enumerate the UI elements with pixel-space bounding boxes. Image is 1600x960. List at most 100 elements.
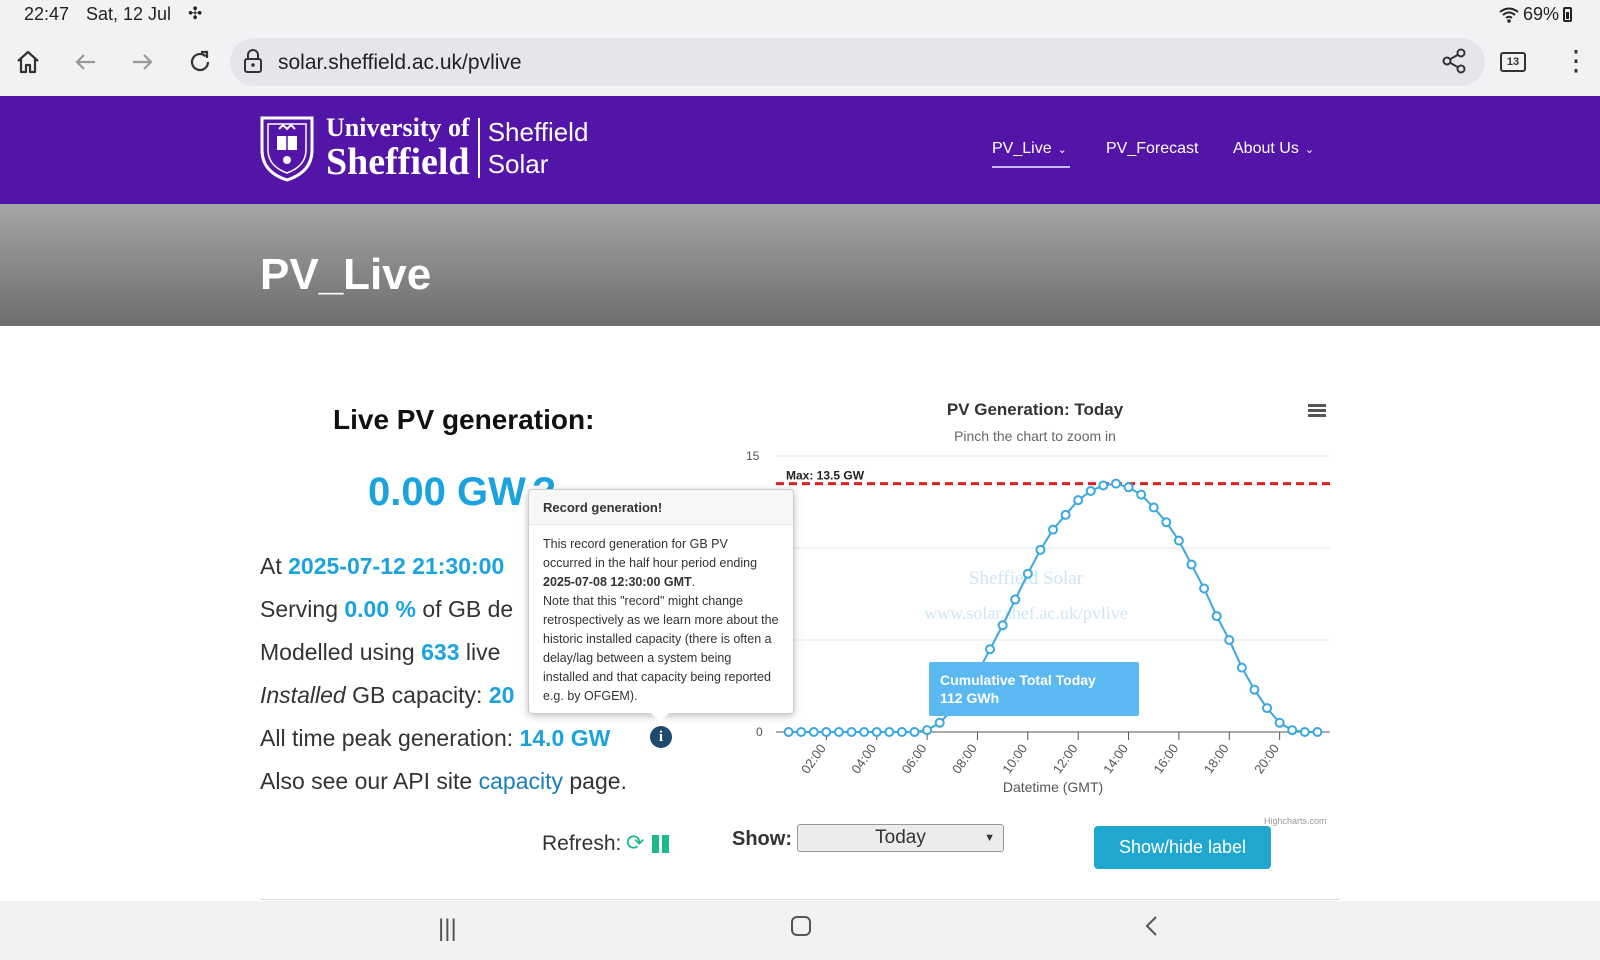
show-selected: Today xyxy=(875,827,926,848)
chart-plot: 15 0 02:00 04:00 06:00 08:00 10:00 12:00 14:00 16… xyxy=(746,449,1330,795)
home-nav-icon[interactable] xyxy=(790,915,812,944)
x-tick-label: 04:00 xyxy=(848,741,879,776)
address-bar[interactable]: solar.sheffield.ac.uk/pvlive xyxy=(230,38,1485,86)
nav-pv-live[interactable]: PV_Live ⌄ xyxy=(992,140,1067,158)
lock-icon xyxy=(242,47,264,80)
nav-about-us[interactable]: About Us ⌄ xyxy=(1233,140,1314,158)
data-point xyxy=(896,727,907,737)
peak-line: All time peak generation: 14.0 GW xyxy=(260,725,610,752)
data-point xyxy=(796,727,807,737)
fan-icon: ✣ xyxy=(188,4,203,23)
x-tick-label: 18:00 xyxy=(1201,741,1232,776)
battery-percent: 69% xyxy=(1522,4,1559,24)
university-name: University of Sheffield xyxy=(326,115,470,183)
logo-subtitle: Sheffield Solar xyxy=(488,116,589,180)
data-point xyxy=(1098,480,1109,491)
data-point xyxy=(1312,727,1323,737)
data-point xyxy=(985,644,996,655)
show-select[interactable]: Today ▼ xyxy=(797,824,1004,852)
data-point xyxy=(1148,502,1159,513)
page-title: PV_Live xyxy=(260,250,432,299)
current-gw-value: 0.00 GW xyxy=(368,470,526,514)
home-icon[interactable] xyxy=(8,42,48,82)
status-time: 22:47 xyxy=(24,4,70,24)
battery-icon xyxy=(1563,7,1572,22)
nav-pv-live-label: PV_Live xyxy=(992,140,1052,157)
data-point xyxy=(1299,727,1310,737)
data-point xyxy=(846,727,857,737)
refresh-icon[interactable]: ⟳ xyxy=(626,830,645,855)
x-tick-label: 12:00 xyxy=(1050,741,1081,776)
tabs-button[interactable]: 13 xyxy=(1500,52,1526,72)
reload-icon[interactable] xyxy=(180,42,220,82)
pause-icon[interactable] xyxy=(652,835,670,853)
x-tick-label: 16:00 xyxy=(1150,741,1181,776)
modelled-label: Modelled using xyxy=(260,639,415,665)
installed-label: GB capacity: xyxy=(352,682,483,708)
nav-active-underline xyxy=(992,166,1070,168)
data-point xyxy=(1085,485,1096,496)
data-point xyxy=(833,727,844,737)
data-point xyxy=(1173,535,1184,546)
data-point xyxy=(1249,684,1260,695)
peak-label: All time peak generation: xyxy=(260,725,514,751)
recents-icon[interactable]: ||| xyxy=(438,915,457,942)
x-tick-label: 02:00 xyxy=(798,741,829,776)
data-point xyxy=(997,620,1008,631)
data-point xyxy=(1048,524,1058,535)
logo-sub-1: Sheffield xyxy=(487,117,589,147)
forward-icon[interactable] xyxy=(122,42,162,82)
capacity-link[interactable]: capacity xyxy=(478,768,563,794)
x-tick-label: 08:00 xyxy=(949,741,980,776)
max-line-label: Max: 13.5 GW xyxy=(786,469,865,483)
data-point xyxy=(1236,662,1247,673)
tooltip-body-3: Note that this "record" might change ret… xyxy=(543,594,779,703)
data-point xyxy=(1010,594,1021,605)
chart-credits[interactable]: Highcharts.com xyxy=(1264,816,1327,826)
chevron-down-icon: ⌄ xyxy=(1057,144,1067,156)
data-point xyxy=(1199,583,1210,594)
current-generation: 0.00 GW? xyxy=(368,470,562,515)
refresh-label: Refresh: xyxy=(542,832,622,855)
serving-label: Serving xyxy=(260,596,338,622)
api-suffix: page. xyxy=(569,768,627,794)
watermark-url: www.solar.shef.ac.uk/pvlive xyxy=(924,603,1128,623)
data-point xyxy=(808,727,819,737)
data-point xyxy=(1211,611,1222,622)
installed-line: Installed GB capacity: 20 xyxy=(260,682,514,709)
chart-menu-icon[interactable] xyxy=(1308,404,1326,418)
browser-toolbar: solar.sheffield.ac.uk/pvlive 13 ⋮ xyxy=(0,30,1600,96)
tooltip-body: This record generation for GB PV occurre… xyxy=(529,525,793,716)
chart-title: PV Generation: Today xyxy=(946,400,1124,419)
show-hide-label-button[interactable]: Show/hide label xyxy=(1094,826,1271,869)
x-axis-title: Datetime (GMT) xyxy=(1003,779,1103,795)
url-text[interactable]: solar.sheffield.ac.uk/pvlive xyxy=(278,51,522,74)
api-prefix: Also see our API site xyxy=(260,768,473,794)
data-point xyxy=(1287,725,1298,736)
back-icon[interactable] xyxy=(66,42,106,82)
cumulative-label-box xyxy=(929,662,1139,716)
chevron-down-icon: ⌄ xyxy=(1304,144,1315,156)
x-tick-label: 14:00 xyxy=(1100,741,1131,776)
x-tick-label: 10:00 xyxy=(999,741,1030,776)
wifi-icon xyxy=(1499,7,1519,23)
tooltip-body-1: This record generation for GB PV occurre… xyxy=(543,537,758,570)
y-tick-label: 15 xyxy=(746,449,760,463)
back-nav-icon[interactable] xyxy=(1144,915,1160,944)
at-value: 2025-07-12 21:30:00 xyxy=(288,553,505,579)
nav-pv-forecast[interactable]: PV_Forecast xyxy=(1106,140,1198,158)
info-icon[interactable]: i xyxy=(650,726,672,748)
data-point xyxy=(922,725,933,736)
data-point xyxy=(1022,568,1033,579)
nav-pv-forecast-label: PV_Forecast xyxy=(1106,140,1199,157)
y-tick-label: 0 xyxy=(756,725,763,739)
share-icon[interactable] xyxy=(1439,46,1469,81)
data-point xyxy=(1186,559,1197,570)
data-point xyxy=(821,727,832,737)
at-line: At 2025-07-12 21:30:00 xyxy=(260,553,504,580)
pv-chart[interactable]: PV Generation: Today Pinch the chart to … xyxy=(730,394,1340,826)
menu-icon[interactable]: ⋮ xyxy=(1562,45,1590,76)
logo-line-2: Sheffield xyxy=(326,141,470,183)
site-logo[interactable]: University of Sheffield Sheffield Solar xyxy=(258,114,588,182)
api-line: Also see our API site capacity page. xyxy=(260,768,627,795)
